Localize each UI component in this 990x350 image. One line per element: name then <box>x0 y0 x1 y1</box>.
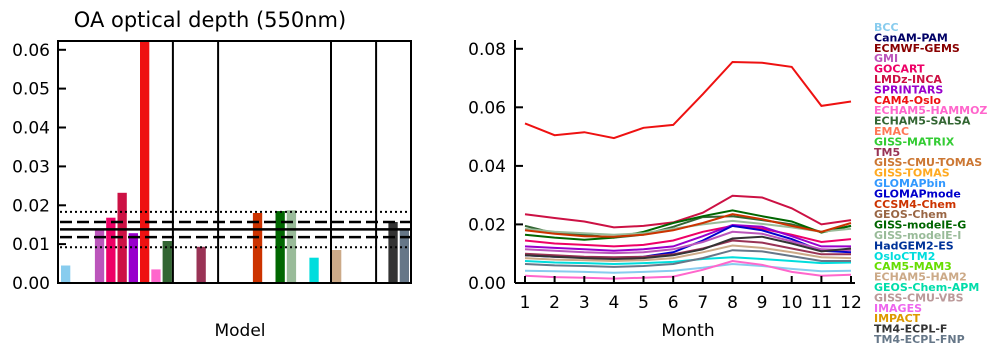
bar-chart-xlabel: Model <box>214 321 265 341</box>
y-tick-label: 0.01 <box>12 235 50 255</box>
line-x-axis: 1 2 3 4 5 6 7 8 9 10 11 12 <box>520 276 862 313</box>
legend-item: ECHAM5-SALSA <box>874 115 971 128</box>
legend-item: TM4-ECPL-FNP <box>874 333 965 346</box>
bar-osloctm2 <box>309 257 319 283</box>
y-tick-label: 0.08 <box>468 40 506 60</box>
y-tick-label: 0.04 <box>468 157 506 177</box>
reference-lines <box>60 210 410 249</box>
series-line-echam5-hammoz <box>524 259 852 280</box>
x-tick-label: 7 <box>697 293 708 313</box>
legend-item: CAM5-MAM3 <box>874 260 952 273</box>
y-tick-label: 0.06 <box>12 41 50 61</box>
legend-item: SPRINTARS <box>874 83 943 96</box>
bar-gmi <box>94 230 105 283</box>
x-tick-label: 9 <box>757 293 768 313</box>
group-separators <box>171 42 378 283</box>
series-line-gocart <box>524 224 852 248</box>
x-tick-label: 12 <box>840 293 862 313</box>
legend-item: ECHAM5-HAMMOZ <box>874 104 987 117</box>
legend-item: GMI <box>874 52 898 65</box>
legend-item: OsloCTM2 <box>874 250 935 263</box>
x-tick-label: 11 <box>811 293 833 313</box>
y-tick-label: 0.05 <box>12 80 50 100</box>
bar-echam5-hammoz <box>151 269 161 283</box>
legend-item: GISS-modelE-G <box>874 219 966 232</box>
x-tick-label: 5 <box>638 293 649 313</box>
series-line-echam5-ham2 <box>524 244 852 263</box>
x-tick-label: 10 <box>781 293 803 313</box>
legend-item: HadGEM2-ES <box>874 239 954 252</box>
x-tick-label: 1 <box>520 293 531 313</box>
legend-item: GISS-MATRIX <box>874 135 955 148</box>
x-tick-label: 3 <box>579 293 590 313</box>
x-tick-label: 2 <box>549 293 560 313</box>
line-series <box>524 60 852 280</box>
legend-item: CCSM4-Chem <box>874 198 956 211</box>
y-tick-label: 0.02 <box>12 196 50 216</box>
bar-chart-frame <box>57 40 412 284</box>
legend-item: BCC <box>874 21 899 34</box>
series-line-tm4-ecpl-fnp <box>524 249 851 268</box>
bar-tm4-ecpl-f <box>388 222 398 283</box>
y-tick-label: 0.04 <box>12 119 50 139</box>
bar-bcc <box>61 265 71 283</box>
bar-chart-title: OA optical depth (550nm) <box>74 8 346 32</box>
series-line-tm4-ecpl-f <box>524 235 852 261</box>
legend-item: LMDz-INCA <box>874 73 942 86</box>
series-line-ccsm4-chem <box>524 213 852 238</box>
bar-gocart <box>106 217 116 283</box>
legend-item: GLOMAPbin <box>874 177 946 190</box>
legend-item: GISS-CMU-TOMAS <box>874 156 982 169</box>
x-tick-label: 4 <box>608 293 619 313</box>
legend-item: IMPACT <box>874 312 921 325</box>
legend-item: ECMWF-GEMS <box>874 42 960 55</box>
y-tick-label: 0.03 <box>12 157 50 177</box>
series-line-echam5-salsa <box>524 215 852 239</box>
bar-tm4-ecpl-fnp <box>399 230 409 283</box>
legend-item: GISS-TOMAS <box>874 167 950 180</box>
y-tick-label: 0.00 <box>12 274 50 294</box>
legend-item: TM5 <box>874 146 900 159</box>
legend-item: CAM4-Oslo <box>874 94 941 107</box>
y-tick-label: 0.02 <box>468 215 506 235</box>
bar-chart-panel: OA optical depth (550nm) 0.000.010.020.0… <box>12 8 412 341</box>
legend-item: ECHAM5-HAM2 <box>874 271 967 284</box>
x-tick-label: 8 <box>727 293 738 313</box>
bar-echam5-ham2 <box>332 250 342 283</box>
bar-cam4-oslo <box>140 42 150 283</box>
legend-item: GEOS-Chem <box>874 208 947 221</box>
line-axes <box>514 40 855 284</box>
y-tick-label: 0.06 <box>468 98 506 118</box>
series-line-gmi <box>524 230 852 255</box>
bar-sprintars <box>128 233 138 283</box>
legend-item: GOCART <box>874 63 925 76</box>
series-line-giss-modele-g <box>524 209 852 241</box>
bar-ccsm4-chem <box>252 213 263 283</box>
bar-echam5-salsa <box>162 241 172 283</box>
series-line-lmdz-inca <box>524 194 852 229</box>
legend-item: IMAGES <box>874 302 922 315</box>
legend: BCCCanAM-PAMECMWF-GEMSGMIGOCARTLMDz-INCA… <box>874 21 987 346</box>
line-chart-xlabel: Month <box>661 321 714 341</box>
series-line-cam4-oslo <box>524 60 852 140</box>
bar-tm5 <box>196 246 206 283</box>
line-chart-panel: 0.000.020.040.060.08 1 2 3 4 5 6 7 8 9 10 11 12 Mon… <box>468 40 862 341</box>
y-tick-label: 0.00 <box>468 274 506 294</box>
legend-item: GEOS-Chem-APM <box>874 281 979 294</box>
line-y-axis: 0.00 0.02 0.04 0.06 0.08 <box>468 40 523 294</box>
legend-item: TM4-ECPL-F <box>874 323 947 336</box>
x-tick-label: 6 <box>668 293 679 313</box>
bar-y-axis: 0.00 0.01 0.02 0.03 0.04 0.05 0.06 <box>12 41 66 294</box>
legend-item: GISS-CMU-VBS <box>874 291 964 304</box>
legend-item: EMAC <box>874 125 909 138</box>
series-line-sprintars <box>524 223 851 252</box>
legend-item: CanAM-PAM <box>874 31 948 44</box>
series-line-bcc <box>524 262 852 274</box>
legend-item: GISS-modelE-I <box>874 229 961 242</box>
legend-item: GLOMAPmode <box>874 187 961 200</box>
